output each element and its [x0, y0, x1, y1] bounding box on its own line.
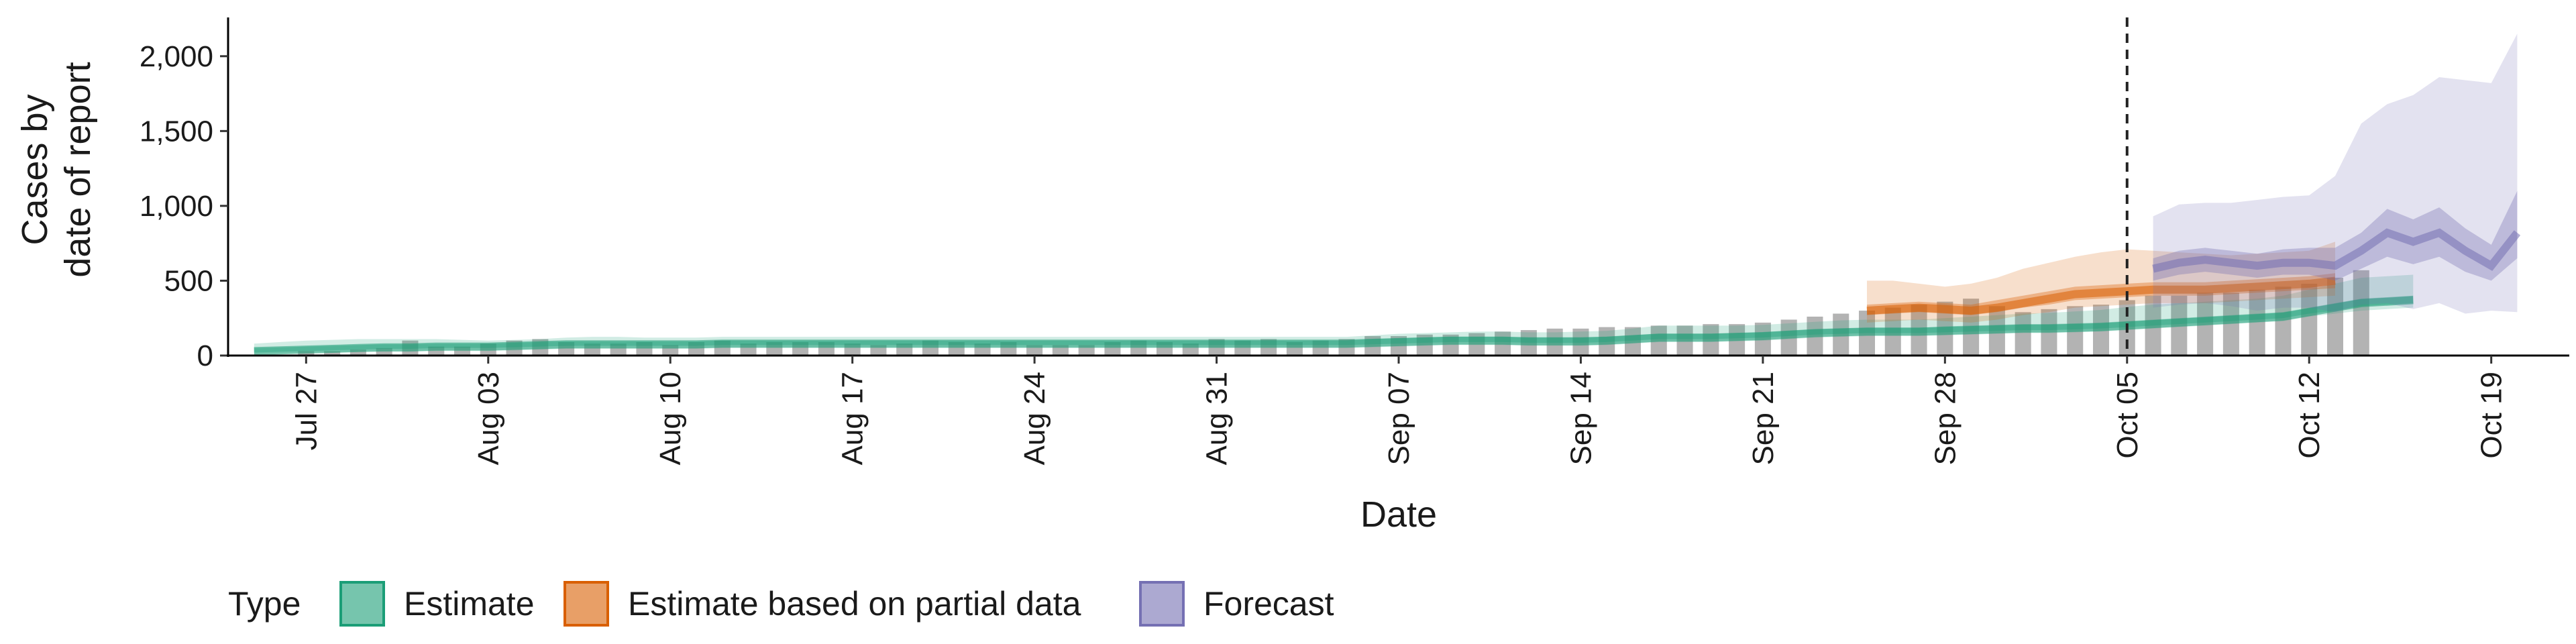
x-tick-label: Oct 19	[2475, 372, 2508, 459]
legend-title: Type	[228, 585, 301, 623]
x-tick-label: Aug 10	[654, 372, 687, 465]
legend: Type Estimate Estimate based on partial …	[228, 581, 1334, 627]
reported-case-bar	[2326, 277, 2344, 356]
x-tick-label: Aug 31	[1201, 372, 1234, 465]
x-tick-label: Oct 12	[2293, 372, 2326, 459]
estimate-median-line	[254, 296, 2414, 356]
x-tick-label: Sep 28	[1929, 372, 1962, 465]
reported-case-bar	[2275, 286, 2292, 356]
reported-case-bar	[350, 350, 366, 356]
y-tick-label: 1,000	[140, 190, 213, 223]
x-tick-label: Aug 24	[1018, 372, 1051, 465]
reported-case-bar	[1078, 345, 1095, 356]
reported-case-bar	[2353, 270, 2369, 356]
x-tick-label: Aug 17	[837, 372, 869, 465]
series-ribbons	[254, 34, 2521, 356]
y-axis-title-line-2: date of report	[58, 62, 98, 277]
legend-key-estimate	[339, 581, 385, 627]
forecast-median-line	[2152, 228, 2521, 273]
legend-label-partial-estimate: Estimate based on partial data	[628, 585, 1081, 623]
x-tick-label: Sep 21	[1747, 372, 1780, 465]
legend-label-forecast: Forecast	[1203, 585, 1334, 623]
x-tick-label: Sep 07	[1383, 372, 1415, 465]
x-axis-title: Date	[1360, 494, 1437, 535]
forecast-ribbon-50	[2153, 191, 2518, 281]
reported-case-bar	[2301, 283, 2318, 356]
legend-key-partial-estimate	[564, 581, 609, 627]
reported-case-bar	[2222, 292, 2239, 356]
x-axis: Jul 27 Aug 03 Aug 10 Aug 17 Aug 24 Aug 31 Sep …	[227, 354, 2569, 465]
estimate-based-on-partial-data-median-line	[1866, 276, 2336, 315]
reported-case-bar	[376, 347, 392, 356]
y-tick-label: 500	[164, 264, 213, 297]
legend-key-forecast	[1139, 581, 1185, 627]
reported-case-bar	[1026, 345, 1043, 356]
reported-case-bar	[870, 345, 887, 356]
reported-case-bar	[2249, 289, 2265, 356]
x-tick-label: Jul 27	[290, 372, 323, 450]
reported-case-bar	[324, 351, 341, 356]
x-tick-label: Oct 05	[2111, 372, 2144, 459]
legend-label-estimate: Estimate	[404, 585, 535, 623]
x-tick-label: Aug 03	[472, 372, 505, 465]
reported-case-bar	[1052, 345, 1069, 356]
reported-case-bar	[2015, 312, 2031, 356]
y-axis-title-line-1: Cases by	[15, 94, 55, 245]
y-tick-label: 2,000	[140, 40, 213, 73]
y-axis: 0 500 1,000 1,500 2,000	[140, 17, 229, 372]
forecast-ribbon-90	[2153, 34, 2518, 314]
x-tick-label: Sep 14	[1564, 372, 1597, 465]
y-tick-label: 1,500	[140, 115, 213, 148]
y-tick-label: 0	[197, 339, 213, 372]
